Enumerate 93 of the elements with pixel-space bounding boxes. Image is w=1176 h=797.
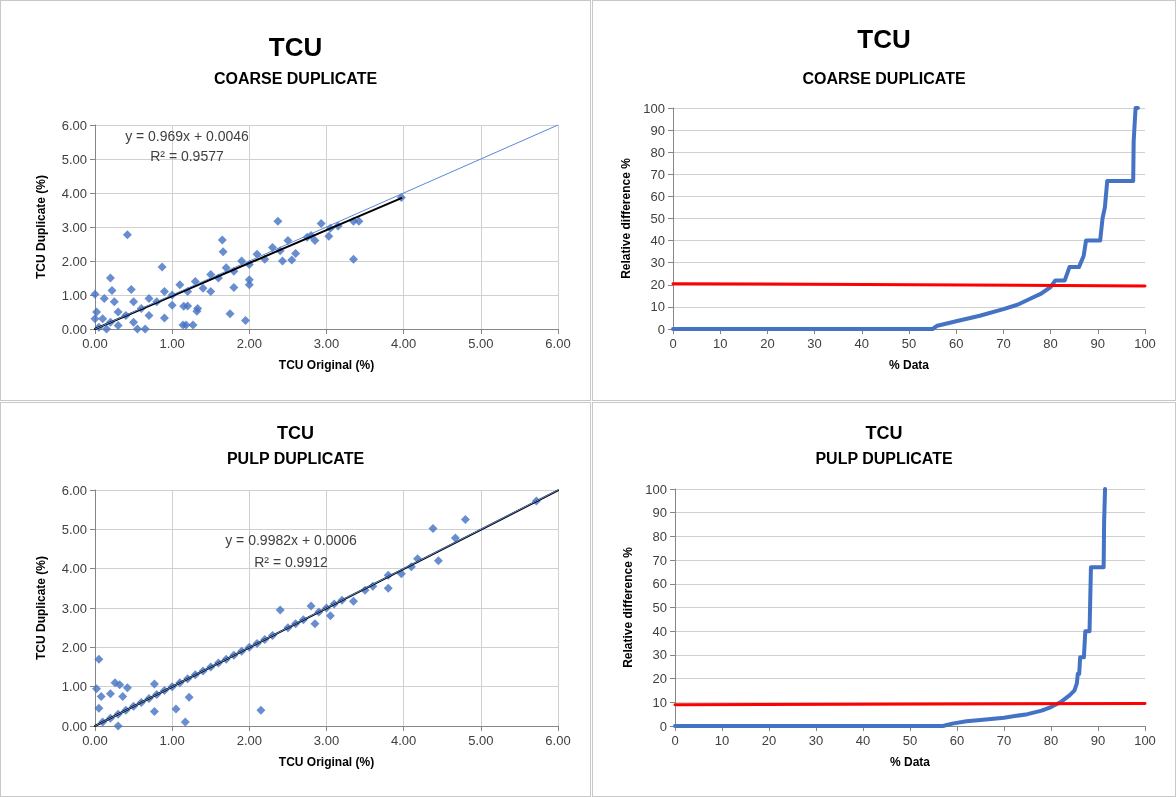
x-tick-label: 0: [669, 336, 677, 351]
x-tick-label: 60: [949, 733, 965, 748]
y-tick-label: 10: [652, 694, 667, 710]
x-tick-label: 5.00: [468, 336, 494, 351]
y-tick-label: 50: [652, 600, 667, 615]
y-tick-label: 100: [645, 481, 667, 497]
chart-subtitle: COARSE DUPLICATE: [802, 69, 966, 87]
x-tick-label: 30: [808, 733, 824, 748]
x-tick-label: 6.00: [545, 336, 571, 351]
y-tick-label: 10: [650, 299, 665, 315]
y-tick-label: 90: [652, 505, 667, 521]
y-tick-label: 30: [650, 255, 665, 271]
y-tick-label: 5.00: [61, 521, 87, 537]
chart-subtitle: PULP DUPLICATE: [226, 449, 365, 467]
x-tick-label: 50: [901, 336, 917, 351]
y-tick-label: 3.00: [61, 219, 87, 235]
y-tick-label: 80: [650, 144, 665, 160]
y-tick-label: 0: [659, 718, 667, 734]
x-tick-label: 0.00: [82, 336, 108, 351]
y-tick-label: 4.00: [61, 561, 87, 577]
x-tick-label: 0: [671, 733, 679, 748]
x-tick-label: 10: [714, 733, 730, 748]
annotation: y = 0.9982x + 0.0006: [225, 532, 357, 548]
y-axis-title: TCU Duplicate (%): [34, 174, 48, 280]
y-tick-label: 40: [650, 233, 665, 249]
y-tick-label: 20: [652, 671, 667, 687]
y-tick-label: 60: [650, 188, 665, 204]
x-tick-label: 50: [902, 733, 918, 748]
y-tick-label: 60: [652, 576, 667, 592]
x-tick-label: 4.00: [391, 733, 417, 748]
x-tick-label: 90: [1090, 336, 1106, 351]
x-tick-label: 6.00: [545, 733, 571, 748]
y-tick-label: 0: [657, 321, 665, 337]
chart-subtitle: PULP DUPLICATE: [815, 449, 953, 467]
y-tick-label: 70: [652, 552, 667, 568]
x-tick-label: 0.00: [82, 733, 108, 748]
x-tick-label: 5.00: [468, 733, 494, 748]
y-tick-label: 5.00: [61, 151, 87, 167]
x-tick-label: 3.00: [313, 733, 340, 748]
chart-title: TCU: [857, 24, 911, 54]
y-tick-label: 50: [650, 211, 665, 226]
x-tick-label: 2.00: [236, 336, 262, 351]
x-tick-label: 90: [1090, 733, 1106, 748]
x-tick-label: 2.00: [236, 733, 262, 748]
y-axis-title: Relative difference %: [619, 157, 634, 279]
x-axis-title: % Data: [888, 358, 930, 372]
y-tick-label: 1.00: [61, 287, 87, 303]
x-tick-label: 10: [712, 336, 728, 351]
x-tick-label: 40: [854, 336, 870, 351]
x-axis-title: TCU Original (%): [278, 755, 375, 769]
y-tick-label: 100: [643, 100, 665, 116]
x-tick-label: 60: [948, 336, 964, 351]
chart-title: TCU: [277, 423, 314, 443]
chart-title: TCU: [865, 423, 903, 443]
y-tick-label: 0.00: [61, 718, 87, 734]
y-tick-label: 3.00: [61, 600, 87, 616]
y-tick-label: 6.00: [61, 482, 87, 498]
y-tick-label: 2.00: [61, 639, 87, 655]
x-tick-label: 4.00: [391, 336, 417, 351]
y-axis-title: Relative difference %: [621, 546, 636, 668]
y-tick-label: 90: [650, 122, 665, 138]
x-tick-label: 70: [996, 336, 1011, 351]
line-series: [671, 106, 1140, 331]
y-tick-label: 0.00: [61, 321, 87, 337]
x-tick-label: 20: [760, 336, 775, 351]
y-tick-label: 2.00: [61, 253, 87, 269]
chart-title: TCU: [268, 32, 323, 62]
y-tick-label: 4.00: [61, 185, 87, 201]
x-tick-label: 20: [761, 733, 777, 748]
x-tick-label: 70: [996, 733, 1012, 748]
x-tick-label: 80: [1043, 733, 1059, 748]
y-axis-title: TCU Duplicate (%): [34, 555, 48, 661]
annotation: R² = 0.9577: [150, 148, 224, 164]
y-tick-label: 20: [650, 277, 665, 293]
x-tick-label: 30: [807, 336, 822, 351]
x-tick-label: 3.00: [313, 336, 340, 351]
x-tick-label: 1.00: [159, 733, 185, 748]
y-tick-label: 30: [652, 647, 667, 663]
x-tick-label: 1.00: [159, 336, 185, 351]
x-tick-label: 100: [1134, 733, 1156, 748]
x-axis-title: % Data: [889, 755, 931, 769]
y-tick-label: 80: [652, 528, 667, 544]
y-tick-label: 1.00: [61, 679, 87, 695]
y-tick-label: 70: [650, 166, 665, 182]
annotation: y = 0.969x + 0.0046: [125, 128, 250, 144]
x-tick-label: 80: [1043, 336, 1058, 351]
annotation: R² = 0.9912: [254, 554, 328, 570]
y-tick-label: 6.00: [61, 117, 87, 133]
chart-subtitle: COARSE DUPLICATE: [213, 69, 378, 87]
x-tick-label: 40: [855, 733, 871, 748]
x-axis-title: TCU Original (%): [278, 358, 375, 372]
y-tick-label: 40: [652, 623, 667, 639]
x-tick-label: 100: [1134, 336, 1156, 351]
